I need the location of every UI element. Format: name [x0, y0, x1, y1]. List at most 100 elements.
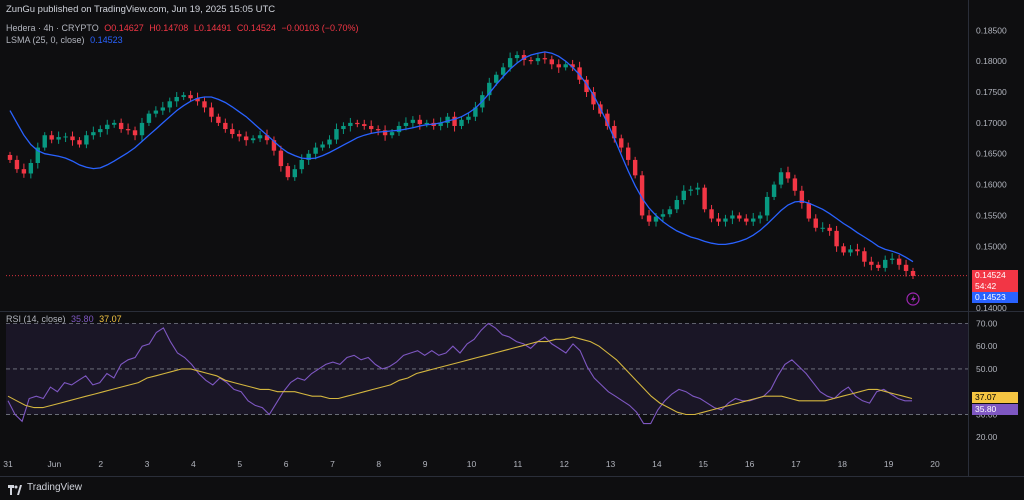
candle-body — [632, 159, 638, 176]
candle-body — [792, 178, 798, 191]
candle-body — [896, 258, 902, 265]
rsi-axis-tick: 20.00 — [976, 432, 998, 442]
candle-body — [63, 136, 68, 138]
candle-body — [827, 227, 832, 231]
candle-body — [459, 119, 464, 126]
tradingview-logo-icon[interactable] — [8, 482, 22, 495]
rsi-ma-value: 37.07 — [99, 314, 122, 324]
candle-body — [28, 163, 34, 174]
time-axis-tick: 12 — [559, 459, 569, 469]
candle-body — [695, 187, 700, 190]
time-axis-tick: 2 — [98, 459, 103, 469]
candle-body — [98, 129, 103, 133]
time-axis-tick: 18 — [838, 459, 848, 469]
candle-body — [487, 82, 492, 96]
candle-body — [716, 218, 721, 222]
rsi-axis-tick: 50.00 — [976, 364, 998, 374]
candle-body — [542, 58, 548, 60]
candle-body — [660, 214, 666, 217]
candle-body — [903, 264, 909, 271]
candle-body — [813, 218, 818, 228]
candle-body — [243, 136, 249, 141]
candle-body — [396, 125, 402, 133]
published-caption: ZunGu published on TradingView.com, Jun … — [6, 4, 276, 15]
candle-body — [264, 135, 270, 141]
candle-body — [42, 135, 47, 148]
rsi-value: 35.80 — [71, 314, 94, 324]
candle-body — [445, 116, 450, 123]
time-axis-tick: 4 — [191, 459, 196, 469]
candle-body — [674, 200, 680, 210]
candle-body — [146, 113, 152, 123]
candle-body — [188, 95, 193, 99]
time-axis-tick: 7 — [330, 459, 335, 469]
time-axis-tick: 15 — [699, 459, 709, 469]
candle-body — [619, 138, 624, 148]
candle-body — [341, 125, 346, 130]
chart-canvas[interactable]: 0.18500 0.18000 0.17500 0.17000 0.16500 0.160… — [0, 0, 1024, 476]
candle-body — [362, 124, 367, 126]
candle-body — [737, 215, 742, 219]
candle-body — [688, 189, 693, 191]
ticker-name: Hedera · 4h · CRYPTO — [6, 23, 99, 33]
price-axis-tick: 0.17500 — [976, 87, 1007, 97]
candle-body — [639, 175, 645, 216]
candle-body — [230, 129, 235, 134]
candle-body — [223, 122, 228, 130]
rsi-ma-line — [7, 336, 913, 416]
candle-body — [7, 154, 13, 160]
ohlc-open: O0.14627 — [104, 23, 144, 33]
candle-body — [876, 264, 881, 268]
candle-body — [910, 270, 916, 276]
candle-body — [195, 98, 200, 102]
brand-name[interactable]: TradingView — [27, 481, 83, 493]
candle-body — [181, 95, 186, 97]
lsma-badge: 0.14523 — [972, 292, 1018, 303]
candle-body — [514, 55, 520, 59]
candle-body — [237, 134, 242, 137]
time-axis-tick: 31 — [3, 459, 13, 469]
price-axis-tick: 0.14000 — [976, 303, 1007, 313]
time-axis-tick: 6 — [284, 459, 289, 469]
price-axis-tick: 0.18000 — [976, 56, 1007, 66]
candle-body — [35, 147, 40, 163]
price-axis-tick: 0.16000 — [976, 180, 1007, 190]
candle-body — [466, 116, 471, 120]
candle-body — [111, 122, 117, 125]
candle-body — [681, 190, 686, 201]
candle-body — [667, 209, 673, 215]
candle-body — [56, 137, 61, 140]
candle-body — [21, 169, 27, 174]
lightning-icon-glyph — [911, 295, 916, 303]
candle-body — [500, 67, 506, 75]
price-axis-tick: 0.18500 — [976, 25, 1007, 35]
candle-body — [299, 159, 304, 170]
candle-body — [306, 153, 311, 160]
candle-body — [452, 116, 457, 126]
lsma-line — [9, 51, 914, 263]
ticker-legend: Hedera · 4h · CRYPTO O0.14627 H0.14708 L… — [6, 23, 362, 33]
candle-body — [355, 122, 360, 125]
time-axis-tick: 13 — [606, 459, 616, 469]
time-axis-tick: 11 — [513, 459, 522, 469]
candle-body — [869, 261, 874, 265]
candle-body — [653, 216, 659, 222]
candle-body — [563, 64, 568, 68]
candle-body — [285, 166, 291, 178]
candle-body — [250, 138, 256, 141]
time-axis-tick: 8 — [376, 459, 381, 469]
candle-body — [570, 64, 575, 68]
candle-body — [118, 122, 124, 130]
lsma-value: 0.14523 — [90, 35, 123, 45]
candle-body — [751, 218, 756, 222]
candle-body — [528, 59, 534, 62]
candle-body — [646, 215, 652, 222]
candle-body — [709, 209, 714, 219]
candle-body — [105, 124, 110, 130]
candle-body — [91, 132, 96, 136]
candle-body — [278, 150, 284, 167]
rsi-ma-badge: 37.07 — [972, 392, 1018, 403]
candle-body — [313, 147, 318, 154]
candle-body — [417, 119, 423, 125]
lsma-label: LSMA (25, 0, close) — [6, 35, 85, 45]
